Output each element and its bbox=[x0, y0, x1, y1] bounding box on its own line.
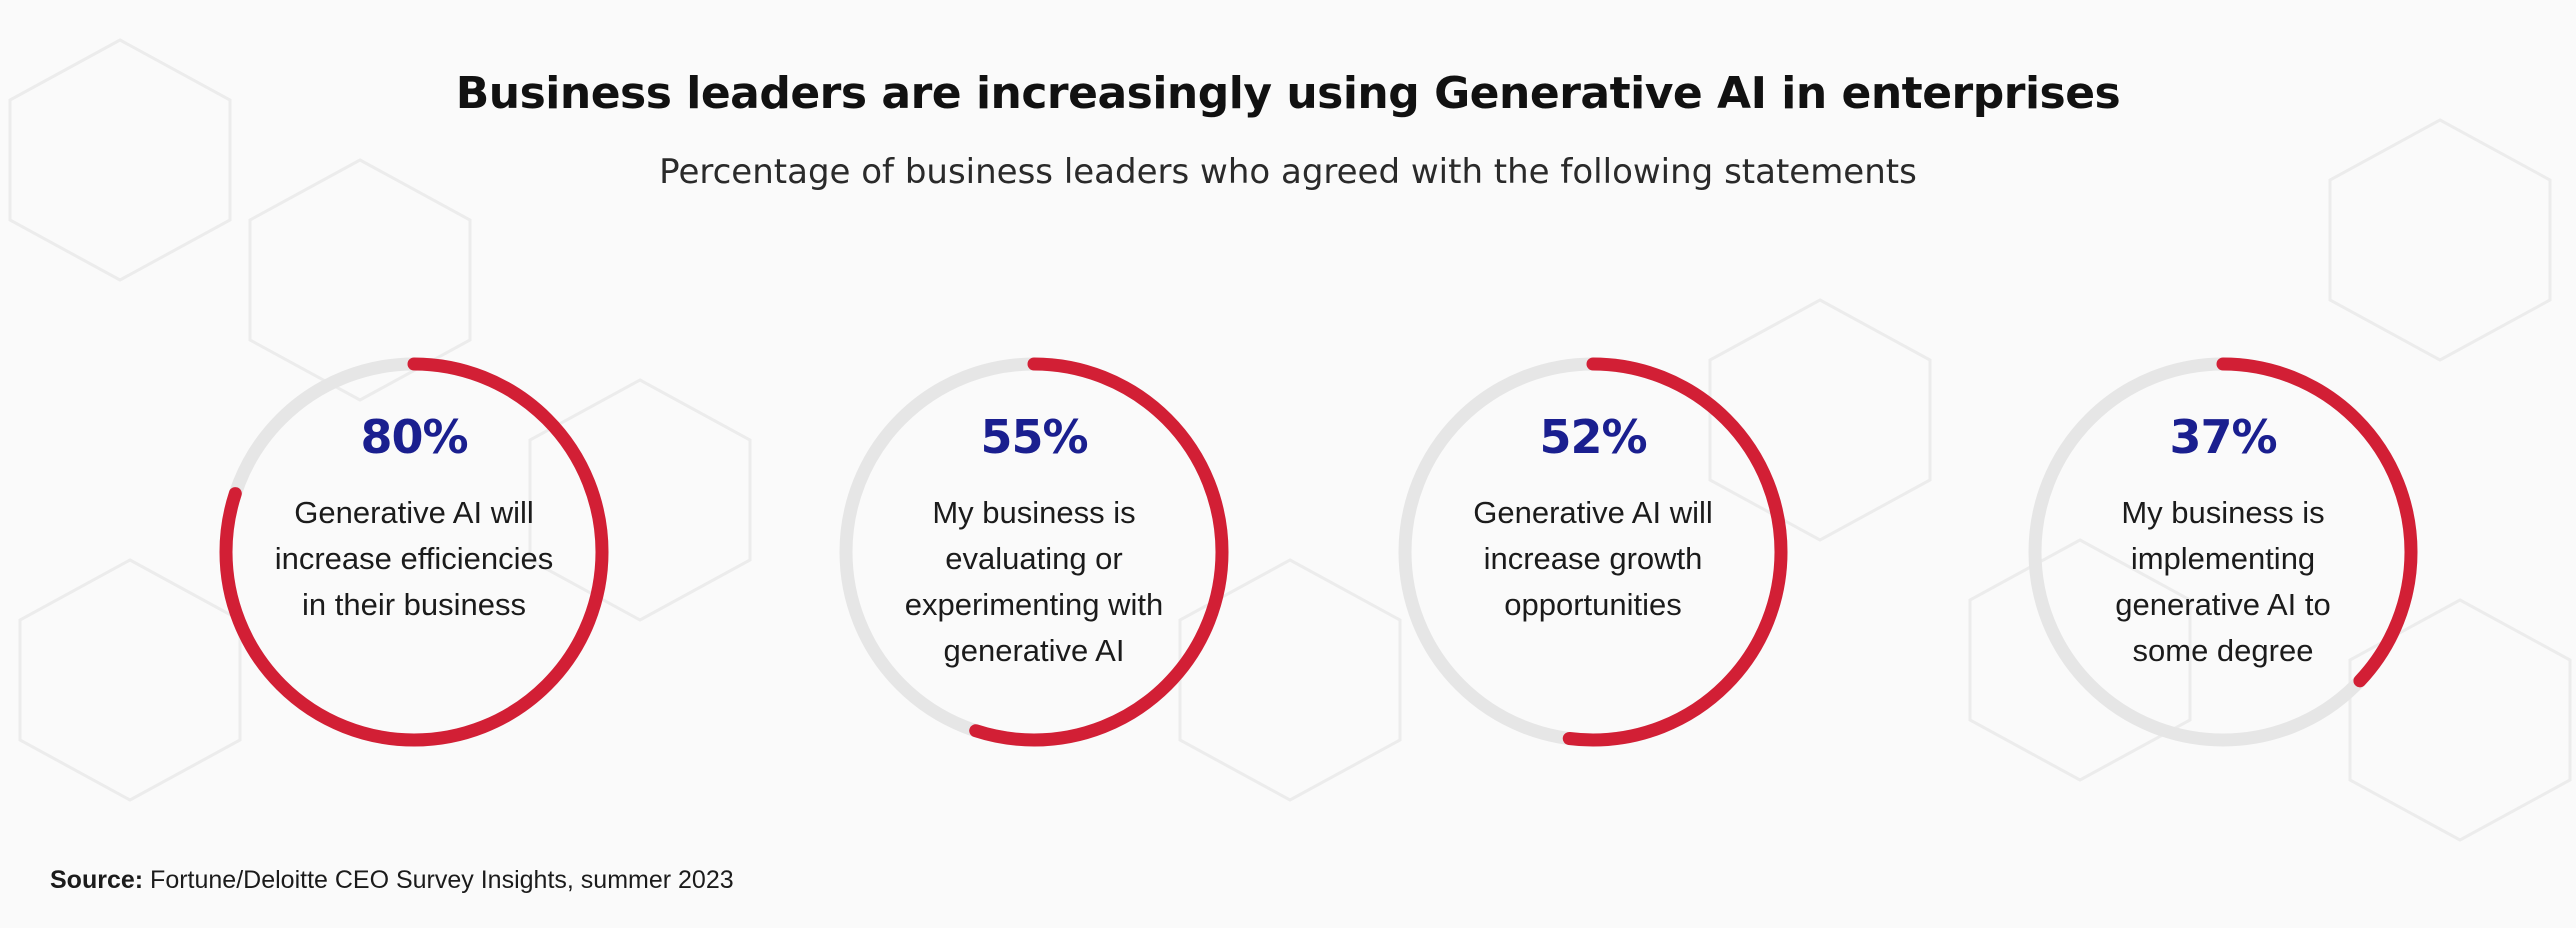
chart-title: Business leaders are increasingly using … bbox=[455, 68, 2121, 119]
chart-subtitle: Percentage of business leaders who agree… bbox=[659, 152, 1917, 192]
percent-label: 37% bbox=[2169, 410, 2277, 464]
statement-line: My business is bbox=[2121, 495, 2325, 530]
statement-line: experimenting with bbox=[904, 587, 1164, 622]
donut-value-arc bbox=[1398, 357, 1788, 747]
statement-line: generative AI to bbox=[2115, 587, 2331, 622]
source-text: Fortune/Deloitte CEO Survey Insights, su… bbox=[150, 866, 734, 894]
donut-value-arc bbox=[2028, 357, 2418, 747]
donut-ring bbox=[2028, 357, 2418, 747]
donut-chart: 52% Generative AI will increase growth oppo… bbox=[1393, 352, 1793, 752]
statement-line: Generative AI will bbox=[294, 495, 534, 530]
donut-ring bbox=[219, 357, 609, 747]
statement-line: evaluating or bbox=[945, 541, 1123, 576]
statement-line: increase efficiencies bbox=[274, 541, 554, 576]
percent-label: 80% bbox=[360, 410, 468, 464]
statement-text: My business is evaluating or experimenting… bbox=[884, 490, 1184, 674]
statement-line: opportunities bbox=[1504, 587, 1682, 622]
statement-line: My business is bbox=[932, 495, 1136, 530]
source-note: Source: Fortune/Deloitte CEO Survey Insi… bbox=[50, 866, 734, 895]
statement-line: in their business bbox=[301, 587, 526, 622]
percent-label: 52% bbox=[1539, 410, 1647, 464]
statement-line: generative AI bbox=[943, 633, 1125, 668]
donut-chart: 37% My business is implementing generative … bbox=[2023, 352, 2423, 752]
donut-value-arc bbox=[219, 357, 609, 747]
donut-value-arc bbox=[839, 357, 1229, 747]
statement-line: Generative AI will bbox=[1473, 495, 1713, 530]
donut-ring bbox=[1398, 357, 1788, 747]
statement-line: some degree bbox=[2132, 633, 2314, 668]
donut-chart: 55% My business is evaluating or experiment… bbox=[834, 352, 1234, 752]
statement-text: Generative AI will increase efficiencies i… bbox=[264, 490, 564, 628]
statement-text: Generative AI will increase growth opportu… bbox=[1443, 490, 1743, 628]
donut-ring bbox=[839, 357, 1229, 747]
statement-line: implementing bbox=[2130, 541, 2316, 576]
donut-chart: 80% Generative AI will increase efficienci… bbox=[214, 352, 614, 752]
source-label: Source: bbox=[50, 866, 144, 894]
statement-text: My business is implementing generative AI … bbox=[2073, 490, 2373, 674]
statement-line: increase growth bbox=[1483, 541, 1703, 576]
percent-label: 55% bbox=[980, 410, 1088, 464]
